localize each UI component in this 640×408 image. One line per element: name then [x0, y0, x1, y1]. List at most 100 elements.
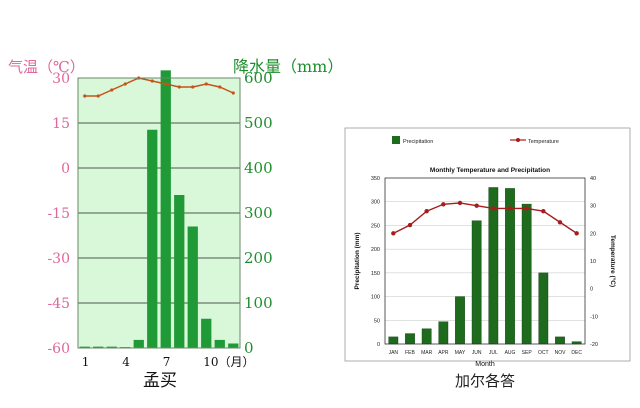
kolkata-precipitation-bar	[555, 336, 565, 345]
kolkata-temperature-point	[524, 206, 529, 211]
kolkata-month-tick-label: MAR	[421, 350, 433, 356]
mumbai-precipitation-bar	[174, 195, 185, 348]
kolkata-precipitation-bar	[488, 187, 499, 345]
kolkata-chart-title: Monthly Temperature and Precipitation	[430, 167, 550, 174]
kolkata-precipitation-tick-label: 200	[371, 247, 380, 253]
mumbai-temperature-point	[96, 94, 100, 98]
mumbai-precipitation-bar	[228, 343, 239, 348]
kolkata-month-tick-label: NOV	[555, 350, 567, 356]
kolkata-x-axis-label: Month	[475, 361, 495, 368]
kolkata-precipitation-tick-label: 150	[371, 271, 380, 277]
kolkata-temperature-tick-label: -10	[590, 314, 598, 320]
mumbai-precipitation-bar	[187, 226, 198, 348]
kolkata-figure-frame	[344, 127, 631, 362]
mumbai-precipitation-tick-label: 0	[244, 339, 254, 357]
mumbai-precipitation-tick-label: 500	[244, 114, 273, 132]
mumbai-precipitation-axis-label: 降水量（mm）	[233, 57, 343, 76]
mumbai-month-tick-label: 1	[82, 355, 90, 369]
kolkata-temperature-tick-label: 10	[590, 259, 596, 265]
mumbai-temperature-tick-label: 30	[52, 71, 70, 87]
kolkata-right-axis-label: Temperature (°C)	[609, 235, 617, 287]
kolkata-month-tick-label: FEB	[405, 350, 415, 356]
legend-precipitation-label: Precipitation	[403, 139, 433, 145]
mumbai-temperature-point	[177, 85, 181, 89]
kolkata-temperature-tick-label: 20	[590, 231, 596, 237]
mumbai-temperature-tick-label: -45	[47, 296, 70, 312]
kolkata-month-tick-label: OCT	[538, 350, 549, 356]
legend-temperature-label: Temperature	[528, 139, 559, 145]
mumbai-temperature-tick-label: 15	[52, 116, 70, 132]
kolkata-month-tick-label: DEC	[571, 350, 582, 356]
mumbai-chart: 30 15 0 -15 -30 -45 -60 600 500 400 300 200 100 0 1 4…	[8, 57, 343, 391]
kolkata-precipitation-bar	[538, 272, 549, 345]
mumbai-month-tick-label: 10（月）	[203, 355, 254, 369]
kolkata-precipitation-bar	[388, 336, 399, 345]
kolkata-precipitation-bar	[455, 296, 465, 345]
mumbai-precipitation-bar	[106, 346, 117, 348]
kolkata-precipitation-bar	[471, 220, 482, 345]
mumbai-temperature-point	[123, 82, 127, 86]
mumbai-temperature-point	[164, 82, 168, 86]
mumbai-temperature-point	[150, 79, 154, 83]
kolkata-temperature-line	[393, 202, 578, 234]
kolkata-temperature-point	[457, 200, 463, 206]
legend-precipitation-swatch	[392, 136, 400, 144]
kolkata-temperature-point	[441, 202, 446, 207]
kolkata-precipitation-bar	[405, 333, 415, 345]
kolkata-temperature-tick-label: 40	[590, 176, 596, 182]
kolkata-month-tick-label: MAY	[455, 350, 466, 356]
kolkata-month-tick-label: JUN	[472, 350, 482, 356]
kolkata-precipitation-tick-label: 250	[371, 223, 380, 229]
kolkata-precipitation-bar	[421, 328, 432, 345]
kolkata-temperature-tick-label: -20	[590, 342, 598, 348]
kolkata-temperature-point	[491, 206, 496, 211]
kolkata-plot-frame	[384, 177, 586, 345]
kolkata-precipitation-bar	[438, 321, 449, 345]
mumbai-temperature-point	[218, 85, 222, 89]
kolkata-temperature-point	[574, 231, 579, 236]
kolkata-left-axis-label: Precipitation (mm)	[354, 232, 361, 289]
kolkata-precipitation-bar	[505, 188, 515, 345]
mumbai-month-tick-label: 4	[122, 355, 130, 369]
kolkata-temperature-point	[557, 220, 563, 225]
mumbai-temperature-tick-label: 0	[61, 161, 70, 177]
kolkata-location-label: 加尔各答	[455, 372, 515, 390]
kolkata-precipitation-tick-label: 300	[371, 200, 380, 206]
kolkata-temperature-point	[541, 209, 546, 214]
kolkata-month-tick-label: SEP	[522, 350, 533, 356]
mumbai-temperature-point	[83, 94, 87, 98]
mumbai-temperature-line	[84, 77, 234, 97]
mumbai-precipitation-tick-label: 300	[244, 204, 273, 222]
mumbai-temperature-axis-label: 气温（℃）	[8, 58, 85, 76]
mumbai-precipitation-tick-label: 200	[244, 249, 273, 267]
kolkata-precipitation-tick-label: 0	[377, 342, 380, 348]
mumbai-precipitation-bar	[201, 318, 212, 348]
kolkata-temperature-tick-label: 30	[590, 204, 596, 210]
mumbai-precipitation-tick-label: 400	[244, 159, 273, 177]
mumbai-precipitation-bar	[214, 339, 225, 348]
mumbai-plot-frame	[77, 77, 241, 349]
mumbai-precipitation-bar	[133, 339, 144, 348]
mumbai-temperature-tick-label: -60	[47, 341, 70, 357]
mumbai-precipitation-bar	[147, 129, 158, 348]
mumbai-temperature-point	[191, 85, 195, 89]
mumbai-temperature-tick-label: -15	[47, 206, 70, 222]
kolkata-temperature-point	[407, 222, 413, 228]
mumbai-temperature-point	[231, 91, 235, 95]
mumbai-precipitation-tick-label: 600	[244, 69, 273, 87]
mumbai-precipitation-bar	[93, 346, 104, 348]
kolkata-month-tick-label: JUL	[489, 350, 498, 356]
mumbai-precipitation-bar	[79, 346, 90, 348]
kolkata-temperature-point	[424, 209, 429, 214]
kolkata-temperature-point	[507, 206, 513, 211]
kolkata-precipitation-tick-label: 350	[371, 176, 380, 182]
kolkata-temperature-point	[391, 231, 396, 236]
kolkata-month-tick-label: APR	[438, 350, 449, 356]
mumbai-temperature-tick-label: -30	[47, 251, 70, 267]
mumbai-title: 孟买	[143, 371, 177, 391]
kolkata-precipitation-tick-label: 100	[371, 295, 380, 301]
kolkata-month-tick-label: AUG	[505, 350, 516, 356]
mumbai-precipitation-tick-label: 100	[244, 294, 273, 312]
mumbai-precipitation-bar	[160, 70, 171, 348]
